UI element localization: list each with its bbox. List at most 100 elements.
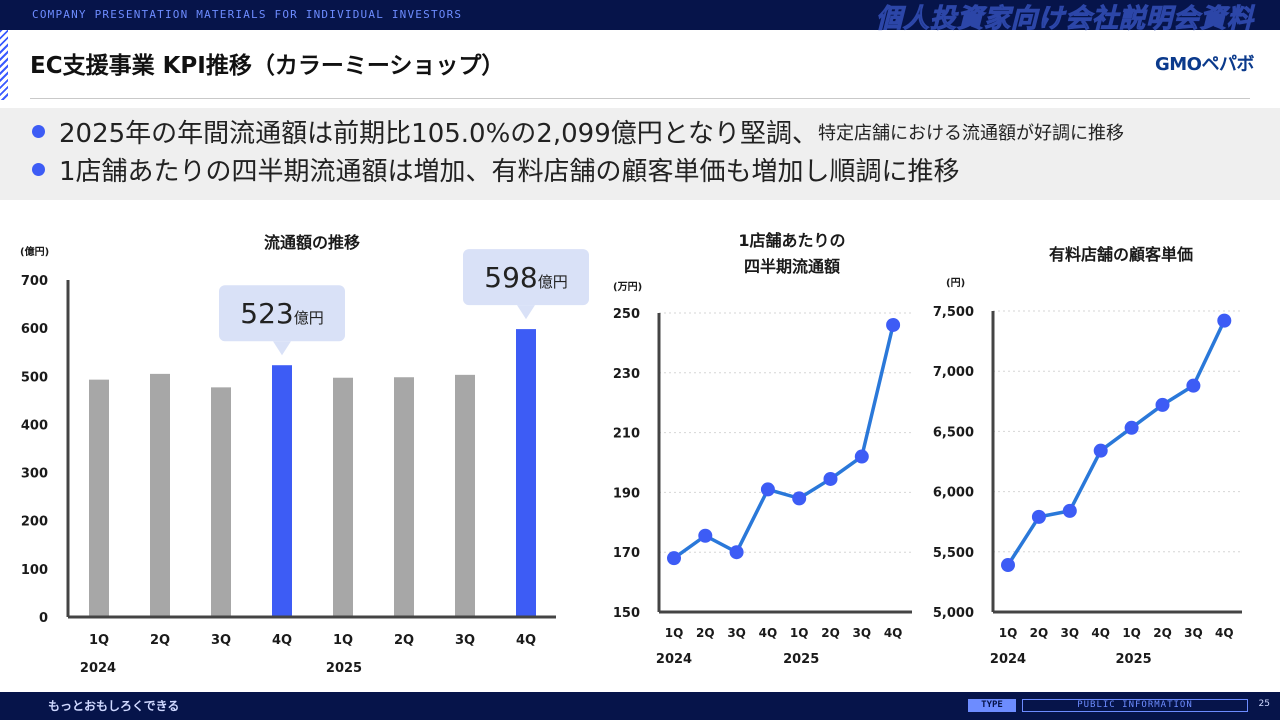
- line-series-path: [1006, 319, 1226, 566]
- accent-strip: [0, 30, 8, 100]
- bullet-sub-text: 特定店舗における流通額が好調に推移: [817, 122, 1124, 144]
- callout-unit: 億円: [538, 273, 568, 291]
- line-data-point: [1093, 443, 1108, 458]
- line-x-tick-label: 2Q: [1030, 626, 1049, 640]
- title-divider: [30, 98, 1250, 99]
- line-x-tick-label: 4Q: [759, 626, 778, 640]
- bar-y-tick-label: 500: [21, 370, 48, 385]
- line-y-tick-label: 5,000: [933, 606, 974, 621]
- line-data-point: [1062, 503, 1077, 518]
- line-chart-title: 有料店舗の顧客単価: [1049, 245, 1193, 264]
- summary-panel: [0, 108, 1280, 200]
- paid-store-order-value-line-chart: 有料店舗の顧客単価 (円) 5,000 5,500 6,000 6,500 7,000 7,5…: [933, 245, 1242, 667]
- line-data-point: [1217, 313, 1232, 328]
- line-y-tick-label: 7,000: [933, 365, 974, 380]
- line-x-tick-label: 3Q: [853, 626, 872, 640]
- line-data-point: [729, 545, 744, 560]
- bar-x-tick-label: 1Q: [333, 633, 353, 648]
- bar-mark: [150, 373, 170, 617]
- line-x-tick-label: 4Q: [1215, 626, 1234, 640]
- bar-y-tick-label: 200: [21, 515, 48, 530]
- line-data-point: [1155, 397, 1170, 412]
- bar-mark: [394, 377, 414, 617]
- bullet-dot-icon: [32, 163, 45, 176]
- bar-y-tick-label: 400: [21, 418, 48, 433]
- line-y-tick-label: 7,500: [933, 305, 974, 320]
- bar-mark: [89, 379, 109, 617]
- bar-x-tick-label: 3Q: [211, 633, 231, 648]
- bar-y-axis-unit: (億円): [20, 245, 49, 258]
- line-chart-title-2: 四半期流通額: [744, 257, 840, 276]
- line-x-tick-label: 1Q: [999, 626, 1018, 640]
- footer-public-tag: PUBLIC INFORMATION: [1022, 699, 1248, 712]
- value-callout-label: 598億円: [484, 261, 567, 294]
- line-x-tick-label: 1Q: [665, 626, 684, 640]
- line-y-tick-label: 170: [613, 546, 640, 561]
- top-band: COMPANY PRESENTATION MATERIALS FOR INDIV…: [0, 0, 1280, 35]
- line-y-tick-label: 230: [613, 367, 640, 382]
- value-callout-bubble: [219, 285, 345, 342]
- bar-mark: [333, 377, 353, 617]
- line-data-point: [1186, 378, 1201, 393]
- bar-y-tick-label: 0: [39, 611, 48, 626]
- line-data-point: [854, 449, 869, 464]
- line-group-label: 2025: [1116, 652, 1152, 667]
- line-group-label: 2025: [783, 652, 819, 667]
- callout-value: 598: [484, 261, 537, 294]
- value-callout-pointer: [517, 305, 535, 320]
- line-y-tick-label: 5,500: [933, 546, 974, 561]
- line-group-label: 2024: [990, 652, 1026, 667]
- line-data-point: [698, 528, 713, 543]
- line-x-tick-label: 2Q: [821, 626, 840, 640]
- line-x-tick-label: 1Q: [1122, 626, 1141, 640]
- bullet-main-text: 2025年の年間流通額は前期比105.0%の2,099億円となり堅調、: [59, 119, 818, 149]
- bar-x-tick-label: 3Q: [455, 633, 475, 648]
- callout-unit: 億円: [294, 309, 324, 327]
- line-x-tick-label: 3Q: [1184, 626, 1203, 640]
- per-store-gmv-line-chart: 1店舗あたりの四半期流通額 (万円) 150 170 190 210 230 250 1Q 2Q 3…: [613, 231, 912, 667]
- page-title: EC支援事業 KPI推移（カラーミーショップ）: [30, 53, 505, 79]
- line-y-tick-label: 190: [613, 486, 640, 501]
- line-x-tick-label: 4Q: [1091, 626, 1110, 640]
- bar-x-tick-label: 2Q: [150, 633, 170, 648]
- line-x-tick-label: 3Q: [1061, 626, 1080, 640]
- line-series-path: [672, 324, 895, 560]
- footer-tagline: もっとおもしろくできる: [48, 699, 180, 713]
- line-x-tick-label: 4Q: [884, 626, 903, 640]
- bar-mark: [455, 374, 475, 617]
- bar-mark: [516, 329, 536, 617]
- bar-group-label: 2024: [80, 661, 116, 676]
- bar-x-tick-label: 4Q: [516, 633, 536, 648]
- line-y-tick-label: 6,000: [933, 486, 974, 501]
- bar-y-tick-label: 700: [21, 274, 48, 289]
- line-data-point: [886, 317, 901, 332]
- value-callout-pointer: [273, 341, 291, 356]
- bar-x-tick-label: 4Q: [272, 633, 292, 648]
- line-y-axis-unit: (万円): [613, 281, 642, 293]
- line-group-label: 2024: [656, 652, 692, 667]
- bar-y-tick-label: 300: [21, 467, 48, 482]
- line-y-tick-label: 210: [613, 427, 640, 442]
- line-chart-title: 1店舗あたりの: [738, 231, 845, 250]
- band-japanese-caption: 個人投資家向け会社説明会資料: [875, 4, 1254, 35]
- footer-type-tag: TYPE: [968, 699, 1016, 712]
- line-x-tick-label: 3Q: [727, 626, 746, 640]
- page-number: 25: [1258, 699, 1270, 709]
- summary-bullet-2: 1店舗あたりの四半期流通額は増加、有料店舗の顧客単価も増加し順調に推移: [32, 151, 960, 188]
- line-y-tick-label: 250: [613, 307, 640, 322]
- company-logo: GMOペパボ: [1155, 54, 1255, 75]
- location-pin-icon: [0, 692, 1280, 720]
- band-english-caption: COMPANY PRESENTATION MATERIALS FOR INDIV…: [32, 8, 463, 21]
- line-data-point: [792, 491, 807, 506]
- line-y-tick-label: 6,500: [933, 425, 974, 440]
- bar-mark: [211, 387, 231, 617]
- line-x-tick-label: 1Q: [790, 626, 809, 640]
- line-data-point: [823, 471, 838, 486]
- summary-bullet-1: 2025年の年間流通額は前期比105.0%の2,099億円となり堅調、 特定店舗…: [32, 113, 1124, 150]
- bar-y-tick-label: 100: [21, 563, 48, 578]
- callout-value: 523: [240, 297, 293, 330]
- bar-y-tick-label: 600: [21, 322, 48, 337]
- value-callout-label: 523億円: [240, 297, 323, 330]
- line-y-tick-label: 150: [613, 606, 640, 621]
- bar-group-label: 2025: [326, 661, 362, 676]
